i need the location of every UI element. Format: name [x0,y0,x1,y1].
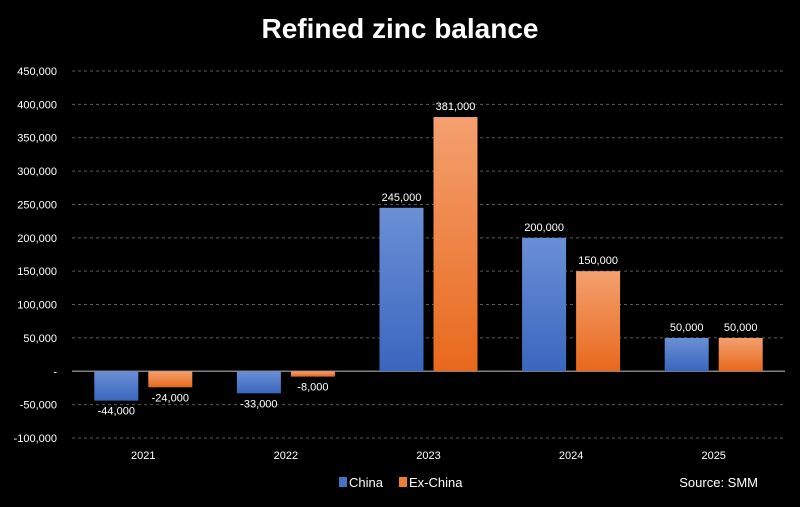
bar-ex-china [433,117,478,372]
data-label: -44,000 [98,406,135,418]
y-tick-label: 150,000 [17,266,57,278]
source-note: Source: SMM [679,475,758,490]
bar-china [664,337,709,372]
y-tick-label: - [53,366,57,378]
data-label: -8,000 [297,382,328,394]
y-tick-label: 350,000 [17,133,57,145]
data-label: 200,000 [524,222,564,234]
bar-ex-china [718,337,763,372]
y-tick-label: 300,000 [17,166,57,178]
data-label: 50,000 [724,322,758,334]
y-tick-label: -50,000 [20,400,57,412]
y-tick-label: 400,000 [17,99,57,111]
x-tick-label: 2021 [131,450,155,462]
y-tick-label: 200,000 [17,233,57,245]
bar-china [94,371,139,401]
chart-title: Refined zinc balance [262,13,539,44]
data-label: 245,000 [382,192,422,204]
legend-swatch-china [339,477,347,487]
bar-china [236,371,281,394]
data-label: 50,000 [670,322,704,334]
bar-china [379,207,424,372]
y-tick-label: 50,000 [23,333,57,345]
data-label: 381,000 [436,101,476,113]
data-label: -24,000 [152,392,189,404]
y-tick-label: 450,000 [17,66,57,78]
x-tick-label: 2025 [701,450,725,462]
x-tick-label: 2024 [559,450,583,462]
x-tick-label: 2022 [274,450,298,462]
legend-label-china: China [349,475,384,490]
y-tick-label: 250,000 [17,199,57,211]
legend-swatch-ex-china [399,477,407,487]
legend: China Ex-China [339,475,463,490]
legend-label-ex-china: Ex-China [409,475,463,490]
x-tick-label: 2023 [416,450,440,462]
data-label: 150,000 [578,255,618,267]
bar-ex-china [148,371,193,388]
bar-ex-china [576,271,621,372]
data-label: -33,000 [240,398,277,410]
y-tick-label: -100,000 [14,433,57,445]
bar-china [522,237,567,372]
bar-ex-china [290,371,335,377]
y-tick-label: 100,000 [17,300,57,312]
